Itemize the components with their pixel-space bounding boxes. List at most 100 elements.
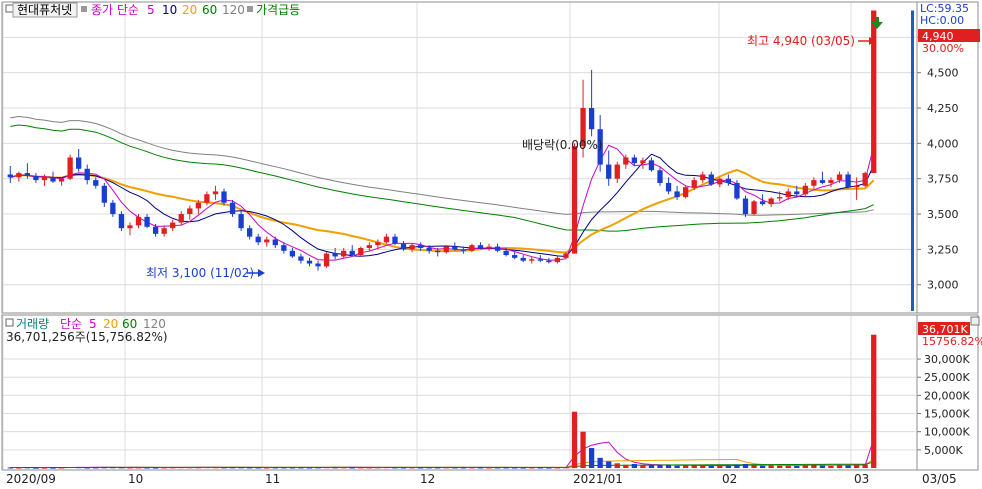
candle-body (529, 259, 535, 261)
candle-body (58, 178, 65, 182)
volume-bar (845, 465, 851, 468)
volume-tick-label: 10,000K (924, 426, 970, 439)
volume-bar (828, 465, 834, 468)
legend-ma5[interactable]: 5 (147, 3, 155, 17)
stock-name-box[interactable] (12, 2, 78, 18)
stock-name[interactable]: 현대퓨처넷 (17, 3, 72, 17)
candle-body (400, 243, 407, 250)
legend-ma-type[interactable]: 종가 단순 (91, 3, 139, 17)
legend-ma20[interactable]: 20 (182, 3, 197, 17)
volume-bar (742, 464, 749, 468)
date-label: 02 (722, 472, 737, 486)
volume-tick-label: 30,000K (924, 353, 970, 366)
high-arrow-icon (858, 37, 876, 45)
volume-bar (400, 467, 407, 469)
candle-body (794, 191, 800, 195)
candle-body (503, 250, 509, 256)
volume-bar (315, 467, 321, 469)
volume-panel-frame (1, 314, 979, 471)
candle-body (742, 198, 749, 215)
candle-body (717, 178, 723, 185)
legend-vol-ma120[interactable]: 120 (143, 317, 166, 331)
volume-bar (862, 464, 868, 468)
panel-close-icon[interactable] (970, 316, 980, 326)
volume-bar (187, 467, 193, 469)
volume-bar (67, 467, 73, 469)
price-tick-label: 3,000 (927, 279, 959, 292)
volume-bar (298, 467, 304, 469)
candle-body (392, 236, 398, 244)
candle-body (546, 260, 552, 263)
volume-bar (435, 467, 441, 469)
volume-bar (682, 465, 689, 468)
volume-bar (802, 465, 808, 468)
legend-volume[interactable]: 거래량 (16, 317, 49, 331)
volume-bar (272, 467, 278, 469)
grid-lines (2, 3, 917, 469)
volume-bar (853, 464, 860, 468)
volume-bar (84, 467, 90, 469)
legend-ma10[interactable]: 10 (162, 3, 177, 17)
volume-bar (443, 467, 449, 469)
candle-body (264, 239, 270, 243)
candle-body (691, 180, 697, 188)
candle-body (494, 246, 501, 251)
checkbox-icon[interactable] (5, 4, 14, 13)
last-vol-tag-bg (918, 322, 970, 335)
candle-body (563, 253, 569, 258)
checkbox-icon[interactable] (5, 318, 14, 327)
candle-body (84, 168, 90, 181)
volume-bar (366, 467, 372, 469)
legend-vol-ma5[interactable]: 5 (89, 317, 97, 331)
volume-bar (110, 467, 116, 469)
candle-body (118, 214, 125, 229)
volume-tick-label: 25,000K (924, 371, 970, 384)
volume-bar (323, 467, 330, 469)
candle-body (836, 174, 843, 181)
volume-bar (118, 467, 125, 469)
legend-vol-ma20[interactable]: 20 (103, 317, 118, 331)
candle-body (24, 173, 31, 176)
volume-bar (537, 467, 543, 469)
volume-bar (708, 465, 714, 468)
volume-bar (648, 465, 655, 468)
low-annotation: 최저 3,100 (11/02) (146, 266, 254, 280)
candle-body (452, 246, 458, 250)
candle-body (759, 201, 766, 205)
candle-body (751, 201, 757, 215)
volume-bar (486, 467, 492, 469)
volume-bar (349, 467, 355, 469)
last-vol-pct: 15756.82% (922, 335, 982, 348)
volume-bar (358, 467, 364, 469)
price-tick-label: 4,500 (927, 67, 959, 80)
candle-body (623, 157, 629, 165)
high-annotation: 최고 4,940 (03/05) (747, 34, 855, 48)
legend-vol-ma-type[interactable]: 단순 (60, 317, 82, 331)
legend-marker-icon (81, 6, 87, 12)
volume-bar (204, 467, 210, 469)
candle-body (238, 214, 244, 229)
candle-body (383, 236, 390, 243)
legend-ma120[interactable]: 120 (222, 3, 245, 17)
legend-ma60[interactable]: 60 (202, 3, 217, 17)
volume-bar (409, 467, 415, 469)
volume-bar (811, 464, 817, 468)
date-label: 03 (854, 472, 869, 486)
volume-bar (152, 467, 159, 469)
candle-body (41, 177, 48, 181)
candle-body (178, 214, 184, 223)
legend-vol-ma60[interactable]: 60 (122, 317, 137, 331)
volume-bar (161, 467, 167, 469)
volume-bar (477, 467, 484, 469)
price-tick-label: 4,000 (927, 137, 959, 150)
ma120-line (10, 115, 874, 216)
volume-bar (255, 467, 261, 469)
candle-body (33, 175, 39, 181)
volume-bar (229, 467, 236, 469)
surge-arrow-icon (871, 17, 883, 29)
candle-body (204, 194, 210, 203)
candle-body (76, 157, 82, 169)
volume-bar (170, 467, 176, 469)
candle-body (674, 191, 680, 198)
legend-price-surge[interactable]: 가격급등 (256, 3, 300, 17)
